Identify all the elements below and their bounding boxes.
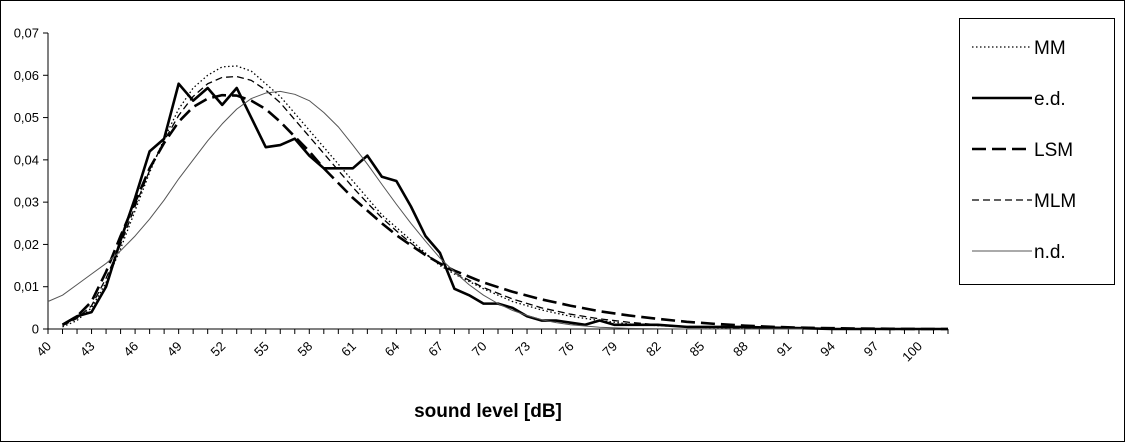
legend-label: n.d. [1034, 242, 1066, 263]
y-tick-label: 0,05 [14, 110, 39, 125]
y-tick-label: 0,02 [14, 237, 39, 252]
y-tick-label: 0,04 [14, 152, 39, 167]
y-tick-label: 0 [32, 322, 39, 337]
series-line-mlm [62, 75, 948, 330]
legend-label: LSM [1034, 140, 1073, 161]
y-tick-label: 0,03 [14, 195, 39, 210]
x-axis-title: sound level [dB] [414, 401, 562, 422]
y-tick-label: 0,01 [14, 279, 39, 294]
legend-label: e.d. [1034, 89, 1066, 110]
legend-label: MLM [1034, 191, 1076, 212]
y-tick-label: 0,06 [14, 68, 39, 83]
series-line-lsm [61, 93, 948, 331]
series-line-n-d [47, 90, 803, 330]
series-lines [47, 65, 948, 331]
legend: MM e.d. LSM MLM n.d. [959, 18, 1115, 285]
legend-label: MM [1034, 38, 1066, 59]
legend-box [959, 18, 1115, 285]
y-tick-label: 0,07 [14, 26, 39, 41]
